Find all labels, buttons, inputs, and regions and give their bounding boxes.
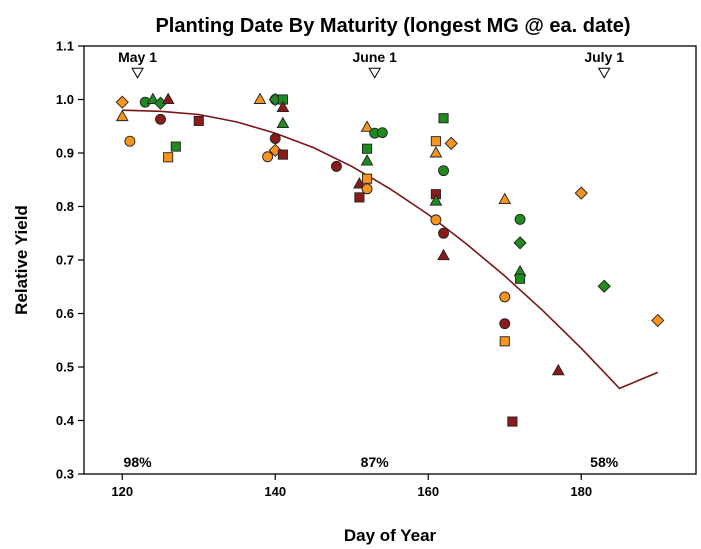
y-tick-label: 0.8 bbox=[56, 199, 74, 214]
point-diamond bbox=[597, 279, 611, 293]
point-diamond bbox=[115, 95, 129, 109]
point-circle bbox=[124, 135, 136, 147]
y-tick-label: 0.7 bbox=[56, 253, 74, 268]
y-tick-label: 1.0 bbox=[56, 92, 74, 107]
percent-annotation: 58% bbox=[590, 454, 619, 470]
y-axis-label: Relative Yield bbox=[12, 205, 31, 315]
point-circle bbox=[430, 214, 442, 226]
point-circle bbox=[499, 291, 511, 303]
y-tick-label: 0.9 bbox=[56, 146, 74, 161]
point-triangle bbox=[161, 92, 175, 104]
point-triangle bbox=[429, 146, 443, 158]
point-circle bbox=[514, 213, 526, 225]
date-marker-triangle bbox=[597, 67, 611, 79]
x-tick-label: 160 bbox=[417, 484, 439, 499]
point-circle bbox=[438, 165, 449, 177]
percent-annotation: 98% bbox=[124, 454, 153, 470]
point-triangle bbox=[437, 248, 450, 261]
point-diamond bbox=[513, 236, 527, 250]
x-tick-label: 180 bbox=[570, 484, 592, 499]
point-circle bbox=[376, 127, 388, 139]
point-square bbox=[507, 416, 518, 427]
bottom-annotations: 98% 87% 58% bbox=[124, 454, 619, 470]
point-square bbox=[515, 273, 526, 284]
point-square bbox=[163, 152, 174, 163]
point-square bbox=[362, 143, 373, 154]
point-triangle bbox=[115, 109, 129, 122]
point-diamond bbox=[574, 186, 588, 200]
date-marker-label: June 1 bbox=[353, 49, 398, 65]
point-circle bbox=[438, 227, 449, 239]
y-tick-label: 0.4 bbox=[56, 413, 75, 428]
trendline bbox=[122, 109, 659, 390]
points-group bbox=[115, 92, 665, 427]
plot-frame bbox=[83, 45, 697, 475]
point-square bbox=[430, 136, 441, 147]
date-marker-label: May 1 bbox=[118, 49, 157, 65]
y-tick-label: 0.6 bbox=[56, 306, 74, 321]
point-triangle bbox=[551, 363, 565, 376]
point-square bbox=[438, 113, 449, 124]
point-square bbox=[499, 336, 510, 347]
point-square bbox=[362, 173, 373, 184]
point-square bbox=[277, 149, 288, 160]
point-circle bbox=[331, 160, 342, 172]
axis-ticks: 120 140 160 180 0.3 0.4 0.5 0.6 0.7 0.8 0.9 1.0 1.1 bbox=[56, 39, 592, 500]
point-circle bbox=[269, 133, 281, 145]
point-square bbox=[354, 192, 365, 203]
x-tick-label: 120 bbox=[111, 484, 133, 499]
percent-annotation: 87% bbox=[361, 454, 390, 470]
point-circle bbox=[262, 151, 274, 163]
trendline-group bbox=[122, 109, 659, 390]
point-square bbox=[193, 115, 204, 126]
date-markers: May 1 June 1 July 1 bbox=[118, 49, 624, 79]
point-diamond bbox=[651, 313, 665, 328]
point-circle bbox=[155, 113, 166, 125]
y-tick-label: 0.5 bbox=[56, 360, 74, 375]
point-circle bbox=[361, 183, 373, 195]
point-triangle bbox=[498, 192, 512, 204]
x-axis-label: Day of Year bbox=[344, 526, 437, 545]
x-tick-label: 140 bbox=[264, 484, 286, 499]
date-marker-label: July 1 bbox=[584, 49, 624, 65]
date-marker-triangle bbox=[131, 67, 144, 79]
y-tick-label: 0.3 bbox=[56, 467, 74, 482]
point-triangle bbox=[360, 120, 374, 132]
point-triangle bbox=[360, 154, 374, 166]
y-tick-label: 1.1 bbox=[56, 39, 74, 54]
point-triangle bbox=[276, 116, 290, 129]
point-diamond bbox=[444, 136, 458, 151]
point-square bbox=[170, 141, 181, 152]
point-triangle bbox=[146, 92, 160, 104]
point-circle bbox=[499, 318, 511, 330]
point-triangle bbox=[253, 92, 267, 104]
point-triangle bbox=[429, 194, 443, 206]
chart-title: Planting Date By Maturity (longest MG @ … bbox=[155, 15, 630, 37]
date-marker-triangle bbox=[368, 67, 382, 79]
point-triangle bbox=[276, 100, 290, 112]
